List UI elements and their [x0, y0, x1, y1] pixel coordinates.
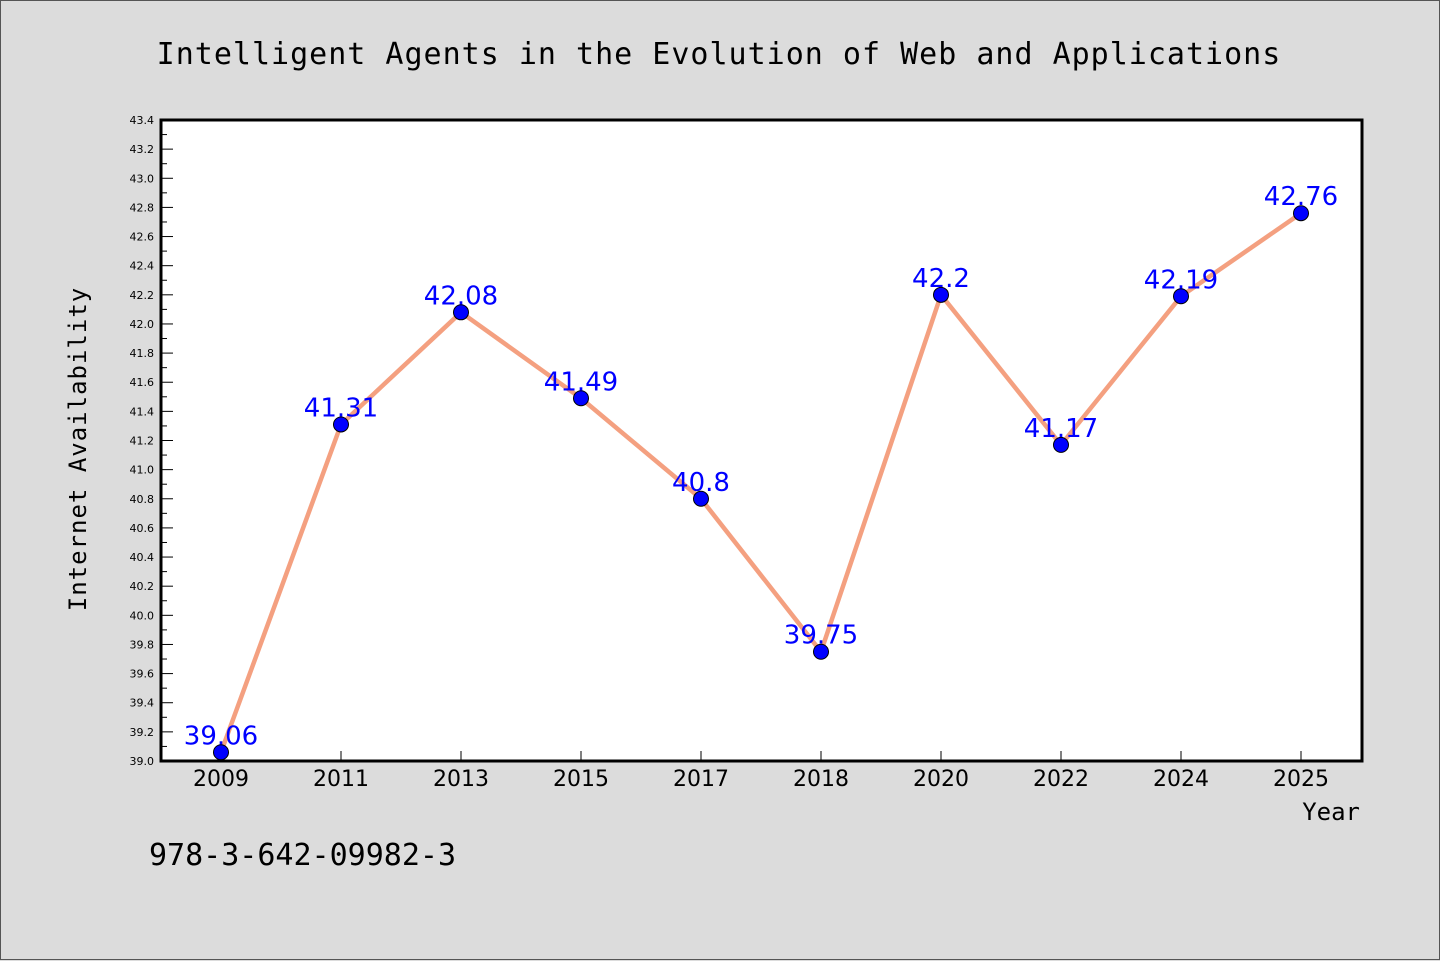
y-tick-label: 40.4: [130, 551, 155, 564]
data-point: [453, 304, 469, 321]
y-tick-label: 39.6: [130, 668, 155, 681]
y-axis: 39.0 39.2 39.4 39.6 39.8 40.0 40.2 40.4 40.6 40.8…: [130, 114, 173, 768]
data-point: [1173, 288, 1189, 305]
data-point: [693, 490, 709, 507]
data-label: 41.49: [544, 367, 618, 397]
data-label: 41.17: [1024, 414, 1098, 444]
data-point: [1053, 436, 1069, 453]
data-label: 39.75: [784, 621, 858, 651]
marker-group: [213, 205, 1309, 761]
x-axis: 2009 2011 2013 2015 2017 2018 2020 2022 2024 2025: [193, 751, 1329, 792]
y-tick-label: 40.8: [130, 493, 155, 506]
data-point: [933, 286, 949, 303]
y-tick-label: 41.4: [130, 405, 155, 418]
x-tick-label: 2018: [793, 767, 849, 792]
footnote-isbn: 978-3-642-09982-3: [149, 838, 456, 873]
series-line: [218, 211, 1303, 754]
plot-area: [159, 118, 1364, 763]
data-point: [573, 390, 589, 407]
data-label: 41.31: [304, 393, 378, 423]
x-axis-label: Year: [1302, 798, 1360, 826]
x-tick-label: 2017: [673, 767, 729, 792]
y-tick-label: 39.8: [130, 638, 155, 651]
data-label: 42.2: [912, 264, 970, 294]
data-point: [333, 416, 349, 433]
y-tick-label: 39.4: [130, 697, 155, 710]
data-label: 42.08: [424, 281, 498, 311]
y-tick-label: 41.8: [130, 347, 155, 360]
y-tick-label: 41.0: [130, 464, 155, 477]
data-label: 42.76: [1264, 182, 1338, 212]
x-tick-label: 2020: [913, 767, 969, 792]
x-tick-label: 2011: [313, 767, 369, 792]
y-tick-label: 40.6: [130, 522, 155, 535]
y-tick-label: 42.2: [130, 289, 155, 302]
data-point: [1293, 205, 1309, 222]
x-tick-label: 2022: [1033, 767, 1089, 792]
y-axis-label: Internet Availability: [64, 287, 92, 611]
data-point: [213, 744, 229, 761]
data-label: 39.06: [184, 721, 258, 751]
data-label-group: 39.06 41.31 42.08 41.49 40.8 39.75 42.2 41.17 42…: [184, 182, 1338, 751]
x-tick-label: 2015: [553, 767, 609, 792]
series-line-group: [218, 211, 1303, 754]
y-tick-label: 42.8: [130, 201, 155, 214]
x-tick-label: 2013: [433, 767, 489, 792]
chart-title: Intelligent Agents in the Evolution of W…: [157, 37, 1282, 72]
x-tick-label: 2024: [1153, 767, 1209, 792]
y-tick-label: 40.2: [130, 580, 155, 593]
y-tick-label: 42.6: [130, 231, 155, 244]
x-tick-label: 2025: [1273, 767, 1329, 792]
y-tick-label: 41.6: [130, 376, 155, 389]
y-tick-label: 43.4: [130, 114, 155, 127]
y-tick-label: 43.2: [130, 143, 155, 156]
y-tick-label: 40.0: [130, 609, 155, 622]
x-tick-label: 2009: [193, 767, 249, 792]
data-point: [813, 643, 829, 660]
y-tick-label: 39.2: [130, 726, 155, 739]
data-label: 40.8: [672, 468, 730, 498]
y-tick-label: 41.2: [130, 435, 155, 448]
y-tick-label: 42.0: [130, 318, 155, 331]
data-label: 42.19: [1144, 265, 1218, 295]
y-tick-label: 42.4: [130, 260, 155, 273]
y-tick-label: 39.0: [130, 755, 155, 768]
y-tick-label: 43.0: [130, 172, 155, 185]
